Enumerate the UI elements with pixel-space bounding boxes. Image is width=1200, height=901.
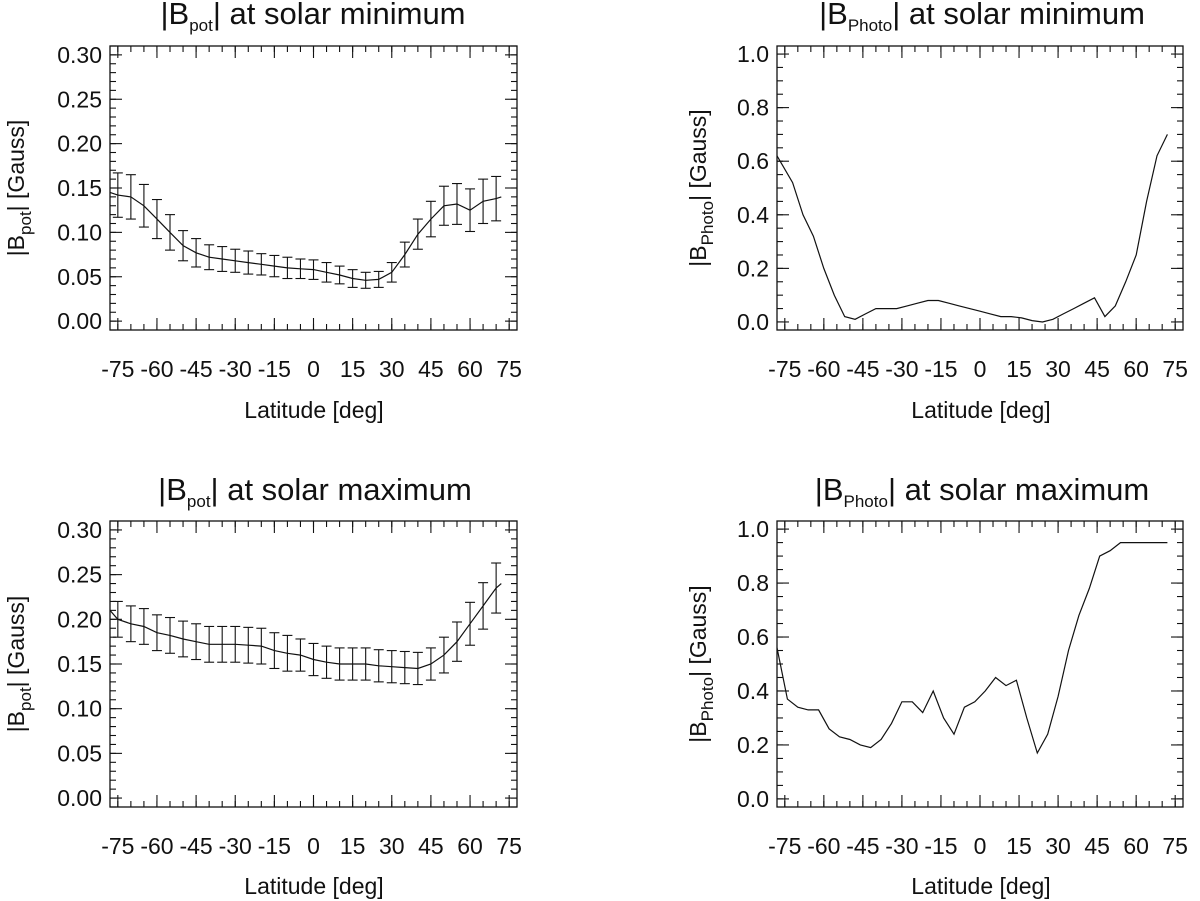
x-tick-label: 0 — [307, 356, 320, 382]
x-tick-label: 0 — [307, 833, 320, 859]
x-tick-label: 75 — [1162, 356, 1188, 382]
x-tick-label: -30 — [219, 356, 252, 382]
y-tick-label: 0.25 — [57, 562, 102, 588]
x-tick-label: 75 — [496, 833, 522, 859]
chart-title: |BPhoto| at solar minimum — [819, 0, 1145, 35]
x-tick-label: -15 — [924, 833, 957, 859]
x-tick-label: 30 — [1045, 833, 1071, 859]
x-tick-label: 30 — [1045, 356, 1071, 382]
chart-title: |BPhoto| at solar maximum — [815, 472, 1149, 511]
y-tick-label: 0.2 — [737, 255, 769, 281]
panel-bpot-maximum: |Bpot| at solar maximum Latitude [deg] |… — [3, 472, 522, 899]
x-tick-label: 0 — [974, 833, 987, 859]
x-tick-label: 60 — [1123, 833, 1149, 859]
x-tick-label: 0 — [974, 356, 987, 382]
x-tick-label: 75 — [1162, 833, 1188, 859]
x-tick-label: 45 — [1084, 356, 1110, 382]
y-tick-label: 0.4 — [737, 202, 769, 228]
x-tick-label: 60 — [457, 833, 483, 859]
y-tick-label: 0.0 — [737, 786, 769, 812]
x-tick-label: -30 — [885, 833, 918, 859]
y-axis-label: |Bpot| [Gauss] — [3, 596, 35, 733]
chart-title: |Bpot| at solar maximum — [158, 472, 472, 511]
y-tick-label: 0.05 — [57, 740, 102, 766]
x-tick-label: 45 — [1084, 833, 1110, 859]
panel-bphoto-minimum: |BPhoto| at solar minimum Latitude [deg]… — [685, 0, 1188, 423]
series-line — [776, 541, 1168, 755]
y-tick-label: 0.0 — [737, 309, 769, 335]
x-axis-label: Latitude [deg] — [244, 873, 383, 899]
y-tick-label: 0.10 — [57, 219, 102, 245]
x-tick-label: 15 — [1006, 833, 1032, 859]
x-tick-label: -15 — [258, 356, 291, 382]
series-line — [109, 191, 502, 281]
x-tick-label: -30 — [219, 833, 252, 859]
x-tick-label: 30 — [379, 356, 405, 382]
y-axis-label: |BPhoto| [Gauss] — [685, 109, 717, 266]
y-axis-label: |BPhoto| [Gauss] — [685, 585, 717, 742]
x-tick-label: -45 — [179, 833, 212, 859]
x-axis-label: Latitude [deg] — [911, 397, 1050, 423]
y-tick-label: 0.4 — [737, 678, 769, 704]
x-tick-label: -75 — [101, 833, 134, 859]
x-tick-label: -60 — [807, 833, 840, 859]
x-tick-label: 60 — [1123, 356, 1149, 382]
x-tick-label: 75 — [496, 356, 522, 382]
x-tick-label: -60 — [140, 356, 173, 382]
x-tick-label: 15 — [340, 356, 366, 382]
y-tick-label: 0.20 — [57, 606, 102, 632]
y-tick-label: 0.30 — [57, 517, 102, 543]
panel-bpot-minimum: |Bpot| at solar minimum Latitude [deg] |… — [3, 0, 522, 423]
y-tick-label: 1.0 — [737, 516, 769, 542]
y-tick-label: 0.05 — [57, 264, 102, 290]
y-tick-label: 0.30 — [57, 42, 102, 68]
x-tick-label: 15 — [1006, 356, 1032, 382]
x-tick-label: -30 — [885, 356, 918, 382]
x-tick-label: -45 — [846, 833, 879, 859]
chart-title: |Bpot| at solar minimum — [160, 0, 465, 35]
y-tick-label: 0.15 — [57, 175, 102, 201]
x-tick-label: -75 — [768, 833, 801, 859]
x-tick-label: 45 — [418, 833, 444, 859]
x-axis-label: Latitude [deg] — [244, 397, 383, 423]
y-tick-label: 0.6 — [737, 624, 769, 650]
y-tick-label: 0.00 — [57, 308, 102, 334]
x-tick-label: -60 — [807, 356, 840, 382]
x-tick-label: -45 — [846, 356, 879, 382]
plot-frame — [109, 45, 518, 331]
x-tick-label: 15 — [340, 833, 366, 859]
y-tick-label: 0.8 — [737, 570, 769, 596]
x-tick-label: 60 — [457, 356, 483, 382]
series-line — [109, 583, 502, 670]
x-tick-label: 45 — [418, 356, 444, 382]
x-tick-label: -45 — [179, 356, 212, 382]
y-tick-label: 1.0 — [737, 41, 769, 67]
y-tick-label: 0.15 — [57, 651, 102, 677]
y-tick-label: 0.6 — [737, 148, 769, 174]
x-tick-label: -60 — [140, 833, 173, 859]
y-tick-label: 0.25 — [57, 86, 102, 112]
x-tick-label: 30 — [379, 833, 405, 859]
x-axis-label: Latitude [deg] — [911, 873, 1050, 899]
x-tick-label: -75 — [768, 356, 801, 382]
y-tick-label: 0.00 — [57, 785, 102, 811]
x-tick-label: -15 — [924, 356, 957, 382]
panel-bphoto-maximum: |BPhoto| at solar maximum Latitude [deg]… — [685, 472, 1188, 899]
y-tick-label: 0.8 — [737, 95, 769, 121]
y-axis-label: |Bpot| [Gauss] — [3, 120, 35, 257]
x-tick-label: -75 — [101, 356, 134, 382]
y-tick-label: 0.10 — [57, 696, 102, 722]
y-tick-label: 0.2 — [737, 732, 769, 758]
y-tick-label: 0.20 — [57, 131, 102, 157]
series-line — [776, 134, 1168, 323]
plot-frame — [776, 520, 1184, 808]
plot-frame — [776, 45, 1184, 331]
x-tick-label: -15 — [258, 833, 291, 859]
